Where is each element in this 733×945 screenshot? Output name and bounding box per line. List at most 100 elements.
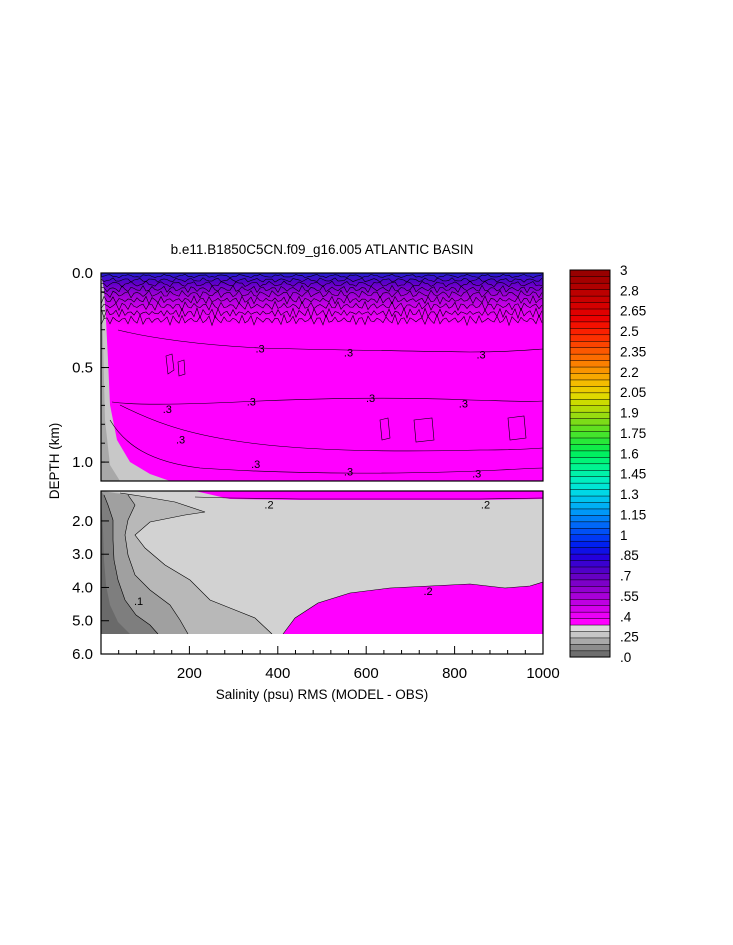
- colorbar-label: 1.9: [620, 406, 639, 421]
- colorbar-box: [569, 308, 611, 316]
- upper-panel-frame: [100, 272, 544, 482]
- surface-contour: [101, 300, 543, 312]
- colorbar-box: [569, 553, 611, 561]
- contour-label: .3: [366, 393, 375, 405]
- x-tick-label: 600: [354, 665, 379, 682]
- colorbar-box: [569, 269, 611, 277]
- shelf-gray-dark: [101, 273, 120, 481]
- colorbar-label: .7: [620, 569, 631, 584]
- colorbar-box: [569, 611, 611, 619]
- colorbar-label: 1.3: [620, 487, 639, 502]
- deep-contour: [119, 404, 543, 452]
- colorbar-box: [569, 289, 611, 297]
- y-tick-label: 4.0: [72, 579, 93, 596]
- colorbar-label: 1.45: [620, 467, 646, 482]
- lower-upper-strip: [195, 491, 543, 500]
- colorbar-label: .85: [620, 548, 639, 563]
- colorbar-box: [569, 624, 611, 632]
- colorbar-box: [569, 334, 611, 342]
- contour-blob: [177, 359, 186, 377]
- colorbar-box: [569, 572, 611, 581]
- deep-gray-3: [101, 491, 158, 634]
- colorbar-box: [569, 314, 611, 323]
- bottom-land: [101, 634, 543, 654]
- colorbar-box: [569, 605, 611, 613]
- upper-panel: .3 .3 .3 .3 .3 .3 .3 .3 .3 .3 .3: [101, 273, 543, 481]
- upper-contour-labels: .3 .3 .3 .3 .3 .3 .3 .3 .3 .3 .3: [163, 344, 486, 481]
- colorbar-box: [569, 443, 611, 452]
- contour-label: .3: [247, 397, 256, 409]
- colorbar-box: [569, 521, 611, 529]
- contour-label: .2: [481, 499, 490, 511]
- colorbar-box: [569, 366, 611, 374]
- colorbar-label: .25: [620, 630, 639, 645]
- colorbar-box: [569, 327, 611, 336]
- y-tick-label: 6.0: [72, 646, 93, 663]
- colorbar-box: [569, 398, 611, 406]
- colorbar-box: [569, 514, 611, 523]
- y-axis-lower: 2.0 3.0 4.0 5.0 6.0: [72, 513, 109, 663]
- colorbar-box: [569, 476, 611, 484]
- colorbar-box: [569, 579, 611, 587]
- colorbar-label: 2.35: [620, 345, 646, 360]
- colorbar-box: [569, 456, 611, 465]
- contour-label: .3: [256, 344, 265, 356]
- deep-contour: [111, 397, 543, 405]
- colorbar-box: [569, 411, 611, 419]
- colorbar-box: [569, 508, 611, 516]
- colorbar-label: 2.05: [620, 385, 646, 400]
- colorbar-box: [569, 295, 611, 303]
- colorbar-box: [569, 566, 611, 574]
- x-tick-label: 200: [177, 665, 202, 682]
- lower-panel: .2 .2 .2 .1: [101, 491, 543, 654]
- contour-blob: [379, 417, 391, 441]
- upper-contours: [101, 273, 543, 474]
- deep-magenta-region: [283, 582, 543, 634]
- colorbar-box: [569, 353, 611, 361]
- surface-contour: [101, 277, 543, 283]
- colorbar-labels: 3 2.8 2.65 2.5 2.35 2.2 2.05 1.9 1.75 1.6 1.45 1.3 1…: [620, 263, 646, 665]
- colorbar-label: .0: [620, 650, 631, 665]
- colorbar-box: [569, 379, 611, 387]
- colorbar-frame: [569, 269, 611, 658]
- colorbar-box: [569, 424, 611, 432]
- contour-label: .2: [424, 586, 433, 598]
- contour-blob: [165, 353, 175, 375]
- x-axis-label: Salinity (psu) RMS (MODEL - OBS): [216, 687, 429, 702]
- colorbar-box: [569, 650, 611, 658]
- colorbar-box: [569, 321, 611, 329]
- y-axis-label: DEPTH (km): [47, 423, 62, 500]
- colorbar-label: 3: [620, 263, 628, 278]
- colorbar-box: [569, 385, 611, 394]
- contour-blob: [507, 415, 527, 441]
- x-axis: 200 400 600 800 1000: [100, 646, 560, 682]
- contour-label: .3: [344, 467, 353, 479]
- colorbar-box: [569, 592, 611, 600]
- contour-label: .3: [344, 347, 353, 359]
- y-tick-label: 3.0: [72, 546, 93, 563]
- colorbar-label: 1: [620, 528, 628, 543]
- surface-contour: [101, 289, 543, 299]
- colorbar-box: [569, 469, 611, 477]
- lower-panel-frame: [100, 490, 544, 655]
- colorbar-box: [569, 372, 611, 381]
- surface-contour: [101, 295, 543, 305]
- colorbar-box: [569, 540, 611, 548]
- colorbar-box: [569, 360, 611, 368]
- x-tick-label: 1000: [526, 665, 559, 682]
- surface-contour: [101, 280, 543, 288]
- deep-contour: [109, 419, 543, 474]
- y-tick-label: 1.0: [72, 454, 93, 471]
- y-tick-label: 2.0: [72, 513, 93, 530]
- colorbar-box: [569, 598, 611, 606]
- colorbar-box: [569, 482, 611, 490]
- colorbar-label: 1.15: [620, 507, 646, 522]
- colorbar-box: [569, 489, 611, 497]
- x-tick-label: 800: [442, 665, 467, 682]
- colorbar: [569, 269, 611, 658]
- colorbar-box: [569, 630, 611, 639]
- colorbar-box: [569, 276, 611, 284]
- colorbar-box: [569, 437, 611, 445]
- colorbar-box: [569, 282, 611, 290]
